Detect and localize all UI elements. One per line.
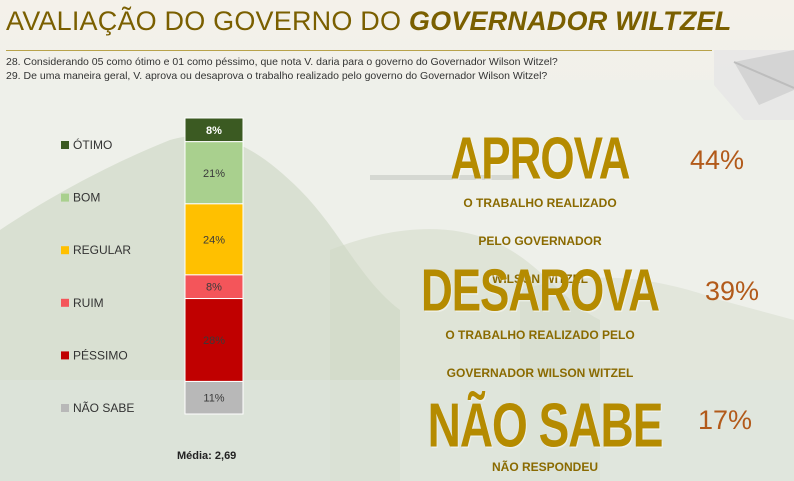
data-label-regular: 24% — [203, 234, 225, 246]
disapprove-panel: DESAROVA O TRABALHO REALIZADO PELO GOVER… — [410, 257, 670, 382]
data-label-pessimo: 28% — [203, 335, 225, 347]
average-footnote: Média: 2,69 — [177, 450, 236, 462]
title-plain: AVALIAÇÃO DO GOVERNO DO — [6, 6, 409, 36]
bar-segment-bom — [184, 141, 244, 205]
legend-label-regular: REGULAR — [73, 243, 131, 257]
bar-segment-regular — [184, 203, 244, 276]
question-28: 28. Considerando 05 como ótimo e 01 como… — [6, 56, 558, 68]
legend-label-nao-sabe: NÃO SABE — [73, 401, 134, 415]
data-label-otimo: 8% — [206, 125, 222, 137]
approve-subtitle-line-1: O TRABALHO REALIZADO — [463, 196, 617, 210]
legend-label-ruim: RUIM — [73, 296, 104, 310]
unknown-panel: NÃO SABE NÃO RESPONDEU — [420, 394, 670, 476]
legend-swatch-bom — [61, 193, 69, 202]
disapprove-heading: DESAROVA — [420, 257, 660, 325]
legend-label-bom: BOM — [73, 191, 100, 205]
legend-label-otimo: ÓTIMO — [73, 137, 112, 152]
disapprove-subtitle-line-2: GOVERNADOR WILSON WITZEL — [446, 366, 634, 380]
approve-percent: 44% — [690, 145, 745, 175]
approve-heading: APROVA — [450, 125, 631, 193]
legend-swatch-ruim — [61, 298, 69, 307]
legend-swatch-otimo — [61, 141, 69, 149]
legend-label-pessimo: PÉSSIMO — [73, 347, 128, 362]
legend-swatch-regular — [61, 246, 69, 255]
approve-subtitle-line-3: WILSON WITZEL — [492, 272, 588, 286]
unknown-heading: NÃO SABE — [427, 389, 664, 461]
disapprove-percent: 39% — [705, 276, 760, 306]
data-label-ruim: 8% — [206, 282, 222, 294]
question-29: 29. De uma maneira geral, V. aprova ou d… — [6, 70, 548, 82]
approve-panel: APROVA O TRABALHO REALIZADO PELO GOVERNA… — [430, 125, 650, 288]
title-strong: GOVERNADOR WILTZEL — [408, 6, 732, 36]
corner-decoration — [714, 50, 794, 120]
rating-chart: 8% ÓTIMO 21% BOM 24% REGULAR 8% RUIM 28% PÉSSIMO 1… — [0, 110, 300, 470]
disapprove-subtitle-line-1: O TRABALHO REALIZADO PELO — [445, 328, 635, 342]
bar-segment-nao-sabe — [184, 380, 244, 415]
page-title: AVALIAÇÃO DO GOVERNO DO GOVERNADOR WILTZ… — [6, 6, 731, 37]
title-divider — [6, 50, 712, 51]
unknown-subtitle-line-1: NÃO RESPONDEU — [491, 460, 598, 474]
data-label-bom: 21% — [203, 168, 225, 180]
unknown-percent: 17% — [698, 405, 753, 435]
approve-subtitle-line-2: PELO GOVERNADOR — [478, 234, 602, 248]
legend-swatch-pessimo — [61, 351, 69, 360]
legend-swatch-nao-sabe — [61, 404, 69, 412]
data-label-nao-sabe: 11% — [203, 393, 224, 405]
bar-segment-pessimo — [184, 298, 244, 382]
rating-chart-svg: 8% ÓTIMO 21% BOM 24% REGULAR 8% RUIM 28% PÉSSIMO 1… — [61, 117, 244, 462]
